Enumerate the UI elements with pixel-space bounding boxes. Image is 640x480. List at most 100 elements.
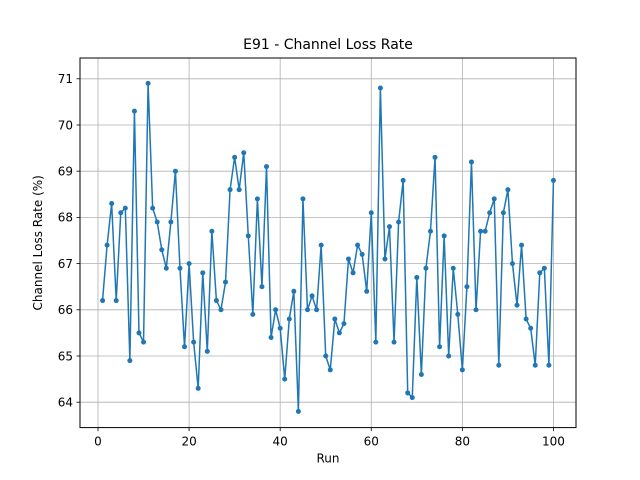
data-point [318, 242, 324, 248]
data-point [154, 219, 160, 225]
data-point [400, 177, 406, 183]
data-point [259, 284, 265, 290]
data-point [186, 261, 192, 267]
data-point [277, 325, 283, 331]
data-point [491, 196, 497, 202]
data-point [250, 311, 256, 317]
data-point [546, 362, 552, 368]
data-point [305, 307, 310, 313]
data-point [300, 196, 306, 202]
data-point [505, 187, 511, 193]
data-point [122, 205, 128, 211]
data-point [104, 242, 110, 248]
y-tick-label: 66 [58, 303, 73, 317]
data-point [364, 288, 370, 294]
data-point [427, 228, 433, 234]
grid-layer [80, 58, 576, 428]
data-point [100, 298, 106, 304]
data-point [200, 270, 206, 276]
data-point [382, 256, 388, 262]
data-point [168, 219, 174, 225]
data-point-layer [100, 80, 556, 414]
data-point [191, 339, 197, 345]
data-point [218, 307, 224, 313]
data-point [509, 261, 515, 267]
series-line [101, 82, 555, 413]
data-point [523, 316, 529, 322]
data-point [464, 284, 470, 290]
data-point [150, 205, 156, 211]
data-point [423, 265, 429, 271]
data-point [309, 293, 315, 299]
data-point [273, 307, 279, 313]
data-point [204, 348, 210, 354]
data-point [314, 307, 320, 313]
series-line-layer [101, 82, 555, 413]
data-point [264, 164, 270, 170]
data-point [213, 298, 219, 304]
data-point [341, 321, 347, 327]
data-point [177, 265, 183, 271]
data-point [396, 219, 402, 225]
data-point [437, 344, 443, 350]
data-point [159, 247, 165, 253]
data-point [478, 228, 484, 234]
data-point [350, 270, 356, 276]
data-point [145, 80, 151, 86]
data-point [163, 265, 169, 271]
x-axis-label: Run [316, 452, 339, 466]
data-point [182, 344, 188, 350]
x-tick-label: 100 [542, 435, 565, 449]
data-point [532, 362, 538, 368]
data-point [500, 210, 506, 216]
data-point [336, 330, 342, 336]
data-point [405, 390, 411, 396]
data-point [136, 330, 142, 336]
data-point [223, 279, 229, 285]
plot-frame [79, 57, 577, 429]
data-point [323, 353, 329, 359]
data-point [245, 233, 251, 239]
y-tick-label: 70 [58, 118, 73, 132]
data-point [172, 168, 178, 174]
data-point [282, 376, 288, 382]
data-point [541, 265, 547, 271]
y-tick-label: 68 [58, 211, 73, 225]
data-point [127, 358, 133, 364]
y-axis-label: Channel Loss Rate (%) [31, 175, 45, 310]
data-point [332, 316, 338, 322]
data-point [286, 316, 292, 322]
data-point [295, 408, 301, 414]
data-point [455, 311, 461, 317]
data-point [355, 242, 361, 248]
data-point [414, 274, 420, 280]
x-tick-label: 0 [94, 435, 102, 449]
data-point [519, 242, 525, 248]
data-point [109, 201, 115, 207]
data-point [473, 307, 479, 313]
data-point [418, 371, 424, 377]
x-tick-label: 80 [455, 435, 470, 449]
data-point [450, 265, 456, 271]
y-tick-label: 69 [58, 164, 73, 178]
data-point [346, 256, 351, 262]
data-point [118, 210, 124, 216]
data-point [550, 177, 556, 183]
data-point [141, 339, 147, 345]
y-tick-label: 65 [58, 349, 73, 363]
data-point [368, 210, 374, 216]
data-point [487, 210, 493, 216]
y-tick-label: 64 [58, 395, 73, 409]
chart-title: E91 - Channel Loss Rate [243, 37, 413, 53]
data-point [291, 288, 297, 294]
data-point [373, 339, 379, 345]
data-point [232, 154, 238, 160]
data-point [359, 251, 365, 257]
data-point [391, 339, 397, 345]
x-tick-label: 20 [181, 435, 196, 449]
y-tick-label: 71 [58, 72, 73, 86]
data-point [482, 228, 488, 234]
data-point [409, 395, 415, 401]
